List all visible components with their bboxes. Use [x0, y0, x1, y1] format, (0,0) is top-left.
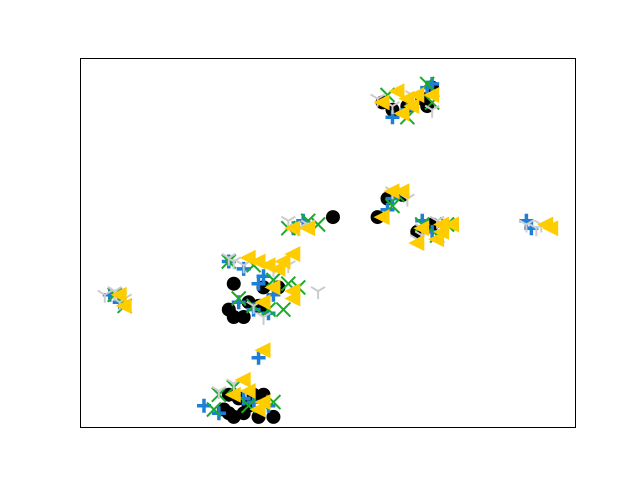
- series-4-point-4: [423, 87, 440, 103]
- series-1-point-14: [256, 269, 271, 284]
- series-4-point-26: [264, 279, 281, 296]
- series-4-point-34: [254, 394, 271, 411]
- series-3-point-26: [97, 289, 113, 303]
- series-4-point-35: [249, 401, 266, 418]
- series-4-point-28: [284, 283, 301, 300]
- series-3-point-10: [518, 219, 534, 233]
- series-4-point-18: [284, 220, 301, 237]
- series-2-point-20: [275, 301, 292, 318]
- series-4-point-14: [408, 235, 425, 251]
- series-4-point-33: [239, 383, 256, 399]
- series-4-point-36: [110, 286, 127, 303]
- series-4-point-25: [284, 246, 301, 263]
- series-4-point-29: [254, 294, 271, 311]
- series-4-tri-left: [110, 83, 559, 418]
- series-0-point-19: [226, 310, 241, 324]
- series-4-point-10: [413, 220, 430, 237]
- series-0-point-30: [266, 409, 281, 424]
- series-4-point-37: [115, 297, 132, 314]
- plot-frame: [80, 58, 576, 428]
- series-1-point-20: [197, 398, 211, 413]
- series-4-point-30: [254, 342, 271, 359]
- series-0-point-20: [236, 310, 251, 324]
- series-4-point-15: [428, 231, 445, 248]
- series-3-point-3: [424, 104, 440, 118]
- series-4-point-5: [403, 98, 420, 115]
- series-3-point-17: [226, 256, 242, 270]
- series-4-point-13: [443, 216, 459, 233]
- series-4-point-12: [433, 216, 450, 233]
- series-4-point-3: [408, 87, 425, 103]
- series-0-point-31: [226, 409, 241, 424]
- series-3-point-24: [211, 385, 227, 399]
- series-1-point-25: [251, 350, 266, 365]
- series-4-point-1: [388, 83, 405, 100]
- series-4-point-0: [373, 94, 390, 111]
- series-3-point-23: [256, 311, 272, 325]
- series-4-point-32: [234, 371, 251, 388]
- series-3-point-21: [310, 286, 326, 300]
- series-4-point-17: [542, 220, 559, 237]
- series-1-point-15: [251, 276, 266, 291]
- series-2-point-17: [231, 290, 247, 307]
- series-0-point-11: [325, 210, 340, 225]
- series-4-point-24: [274, 253, 291, 270]
- series-4-point-6: [393, 105, 410, 122]
- series-2-point-25: [206, 401, 222, 418]
- series-0-point-12: [226, 276, 241, 291]
- series-4-point-8: [393, 183, 410, 200]
- series-4-point-9: [373, 209, 390, 226]
- series-4-point-19: [299, 220, 316, 237]
- plot-marks: [97, 76, 559, 424]
- series-4-point-31: [224, 386, 241, 403]
- series-4-point-7: [383, 183, 400, 200]
